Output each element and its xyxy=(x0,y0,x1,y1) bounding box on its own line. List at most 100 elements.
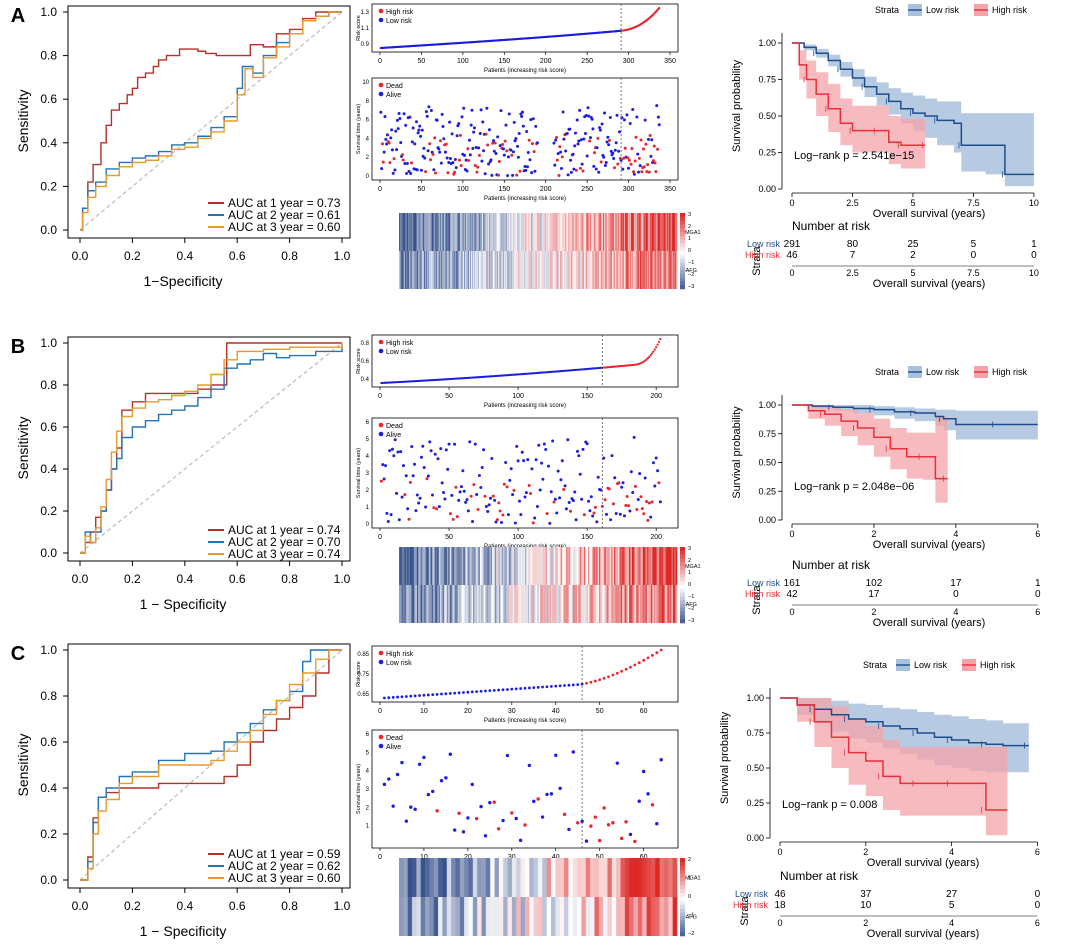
high-risk-point xyxy=(656,343,659,346)
heatmap-cell xyxy=(637,897,643,936)
heatmap-cell xyxy=(520,585,523,623)
heatmap-cell xyxy=(454,251,456,289)
heatmap-cell xyxy=(609,251,611,289)
heatmap-cell xyxy=(479,213,481,251)
risk-table-strata-label: Strata xyxy=(751,245,763,275)
heatmap-cell xyxy=(429,858,435,897)
heatmap-cell xyxy=(506,213,508,251)
heatmap-cell xyxy=(604,251,606,289)
y-tick-label: 0.50 xyxy=(746,763,764,773)
dead-point xyxy=(467,158,471,162)
low-risk-point xyxy=(396,695,399,699)
dead-point xyxy=(576,821,580,825)
alive-point xyxy=(629,470,633,474)
high-risk-point xyxy=(589,680,593,684)
heatmap-cell xyxy=(441,213,444,251)
alive-point xyxy=(443,497,447,501)
alive-point xyxy=(569,170,573,174)
heatmap-cell xyxy=(420,213,422,251)
heatmap-cell xyxy=(424,213,426,251)
heatmap-cell xyxy=(658,213,660,251)
alive-point xyxy=(395,772,400,777)
heatmap-cell xyxy=(593,251,595,289)
heatmap-cell xyxy=(523,251,525,289)
heatmap-cell xyxy=(473,213,475,251)
heatmap-cell xyxy=(646,858,652,897)
alive-point xyxy=(534,124,538,128)
heatmap-cell xyxy=(634,547,637,585)
heatmap-cell xyxy=(435,251,437,289)
heatmap-cell xyxy=(464,251,466,289)
alive-point xyxy=(405,172,409,176)
heatmap-cell xyxy=(500,585,503,623)
heatmap-cell xyxy=(455,547,457,585)
x-tick-label: 0 xyxy=(789,529,794,539)
heatmap-cell xyxy=(408,213,410,251)
heatmap-cell xyxy=(564,585,567,623)
heatmap-cell xyxy=(621,213,623,251)
dead-point xyxy=(512,488,516,492)
heatmap-cell xyxy=(513,213,515,251)
heatmap-cell xyxy=(537,585,539,623)
legend-low-label: Low risk xyxy=(926,367,960,377)
alive-point xyxy=(451,161,455,165)
heatmap-cell xyxy=(495,213,497,251)
alive-point xyxy=(394,129,398,133)
heatmap-cell xyxy=(403,213,406,251)
heatmap-cell xyxy=(626,585,628,623)
heatmap-cell xyxy=(568,213,570,251)
heatmap-cell xyxy=(589,585,592,623)
heatmap-cell xyxy=(459,585,461,623)
heatmap-cell xyxy=(667,547,670,585)
alive-point xyxy=(516,459,520,463)
alive-point xyxy=(501,147,505,151)
heatmap-cell xyxy=(668,585,671,623)
dead-point xyxy=(496,173,500,177)
heatmap-cell xyxy=(500,213,502,251)
y-tick-label: 0 xyxy=(366,522,370,528)
x-tick-label: 4 xyxy=(953,529,958,539)
dead-point xyxy=(486,143,490,147)
alive-point xyxy=(508,478,512,482)
heatmap-cell xyxy=(488,585,490,623)
heatmap-cell xyxy=(570,213,572,251)
heatmap-cell xyxy=(411,213,413,251)
alive-point xyxy=(535,141,539,145)
x-tick-label: 60 xyxy=(640,708,648,715)
y-tick-label: 1.0 xyxy=(40,643,57,657)
heatmap-cell xyxy=(507,251,510,289)
heatmap-cell xyxy=(509,213,511,251)
alive-point xyxy=(423,156,427,160)
alive-point xyxy=(602,456,606,460)
heatmap-cell xyxy=(488,213,490,251)
heatmap-cell xyxy=(672,213,675,251)
alive-point xyxy=(650,138,654,142)
heatmap-cell xyxy=(419,251,421,289)
dead-point xyxy=(491,494,495,498)
heatmap-cell xyxy=(405,251,407,289)
legend-dead-label: Dead xyxy=(386,735,403,742)
heatmap-cell xyxy=(590,897,595,936)
heatmap-cell xyxy=(604,547,607,585)
scatter-frame xyxy=(371,77,679,181)
heatmap-cell xyxy=(659,547,661,585)
heatmap-cell xyxy=(586,251,588,289)
heatmap-cell xyxy=(445,547,448,585)
heatmap-cell xyxy=(650,897,656,936)
heatmap-cell xyxy=(574,585,576,623)
heatmap-cell xyxy=(497,251,500,289)
scale-segment xyxy=(680,235,685,240)
alive-point xyxy=(506,513,510,517)
heatmap-cell xyxy=(629,897,634,936)
x-tick-label: 0.2 xyxy=(124,249,141,263)
x-tick-label: 0.6 xyxy=(229,249,246,263)
heatmap-cell xyxy=(616,213,618,251)
dead-point xyxy=(429,158,433,162)
high-risk-point xyxy=(658,6,661,10)
heatmap-cell xyxy=(624,858,630,897)
alive-point xyxy=(589,495,593,499)
heatmap-cell xyxy=(438,897,443,936)
alive-point xyxy=(393,438,397,442)
heatmap-cell xyxy=(426,251,428,289)
